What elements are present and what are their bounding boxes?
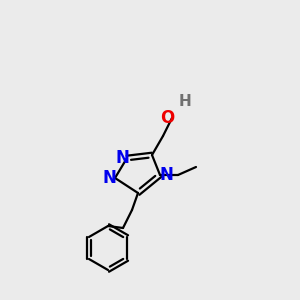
Text: N: N	[159, 166, 173, 184]
Text: O: O	[160, 109, 174, 127]
Text: H: H	[178, 94, 191, 109]
Text: N: N	[115, 149, 129, 167]
Text: N: N	[102, 169, 116, 187]
